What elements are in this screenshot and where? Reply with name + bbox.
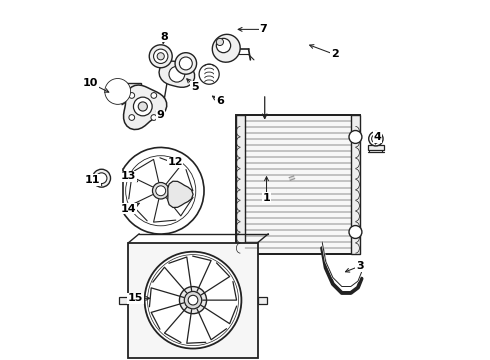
Circle shape <box>179 57 192 70</box>
Circle shape <box>149 45 172 68</box>
Circle shape <box>216 39 223 45</box>
Circle shape <box>111 85 125 99</box>
Bar <box>116 83 141 101</box>
Text: 8: 8 <box>160 32 168 41</box>
Text: 6: 6 <box>216 96 224 106</box>
Circle shape <box>349 131 362 143</box>
Circle shape <box>371 134 380 143</box>
Circle shape <box>129 93 135 98</box>
Circle shape <box>216 39 231 53</box>
Text: 11: 11 <box>85 175 100 185</box>
Bar <box>128 243 258 357</box>
Text: 13: 13 <box>121 171 136 181</box>
Bar <box>368 145 384 149</box>
Text: 1: 1 <box>263 193 270 203</box>
Circle shape <box>145 252 242 348</box>
Bar <box>236 116 245 253</box>
Circle shape <box>169 66 185 82</box>
Circle shape <box>179 287 207 314</box>
Circle shape <box>152 183 169 199</box>
Circle shape <box>157 53 164 60</box>
Circle shape <box>151 93 157 98</box>
Bar <box>351 116 360 253</box>
Circle shape <box>156 186 166 196</box>
Bar <box>120 297 128 304</box>
Circle shape <box>349 226 362 238</box>
Polygon shape <box>123 85 167 130</box>
Text: ≡: ≡ <box>286 171 297 184</box>
Circle shape <box>93 169 111 187</box>
Circle shape <box>199 64 219 84</box>
Text: 9: 9 <box>157 111 165 121</box>
Circle shape <box>153 49 168 63</box>
Circle shape <box>96 173 107 184</box>
Circle shape <box>125 156 196 226</box>
Circle shape <box>106 81 129 104</box>
Circle shape <box>188 295 198 305</box>
Circle shape <box>175 53 196 74</box>
Circle shape <box>147 255 239 346</box>
Bar <box>258 297 267 304</box>
Text: 7: 7 <box>259 24 267 35</box>
Text: 5: 5 <box>191 82 198 92</box>
Circle shape <box>105 78 131 104</box>
Text: 4: 4 <box>374 132 382 142</box>
Circle shape <box>133 97 152 116</box>
Polygon shape <box>159 61 195 87</box>
Text: 14: 14 <box>121 204 136 214</box>
Circle shape <box>184 292 202 309</box>
Circle shape <box>368 132 383 146</box>
Text: 3: 3 <box>356 261 364 271</box>
Polygon shape <box>168 181 193 207</box>
Text: 2: 2 <box>331 49 339 59</box>
Circle shape <box>129 114 135 120</box>
Polygon shape <box>212 34 240 62</box>
Bar <box>236 116 360 253</box>
Text: 10: 10 <box>83 78 98 88</box>
Circle shape <box>138 102 147 111</box>
Text: 15: 15 <box>128 293 143 303</box>
Text: 12: 12 <box>167 157 183 167</box>
Circle shape <box>151 114 157 120</box>
